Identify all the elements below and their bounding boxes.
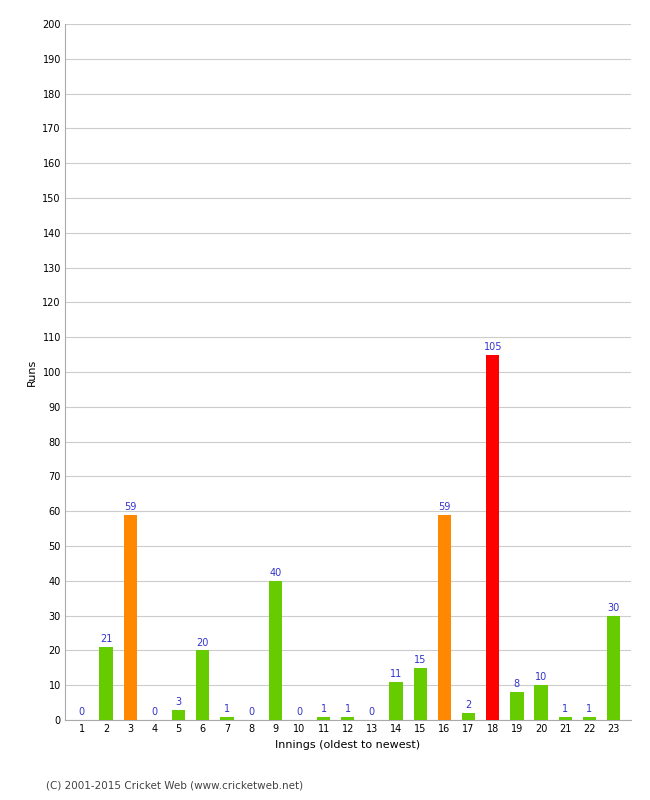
Bar (607, 616, 620, 720)
Bar (99, 647, 112, 720)
Text: 20: 20 (196, 638, 209, 648)
Bar (413, 668, 427, 720)
Bar (220, 717, 233, 720)
X-axis label: Innings (oldest to newest): Innings (oldest to newest) (275, 740, 421, 750)
Y-axis label: Runs: Runs (27, 358, 37, 386)
Text: 2: 2 (465, 700, 472, 710)
Text: (C) 2001-2015 Cricket Web (www.cricketweb.net): (C) 2001-2015 Cricket Web (www.cricketwe… (46, 781, 303, 790)
Text: 0: 0 (296, 707, 302, 718)
Text: 1: 1 (586, 704, 593, 714)
Bar (196, 650, 209, 720)
Text: 0: 0 (79, 707, 85, 718)
Bar (172, 710, 185, 720)
Text: 3: 3 (176, 697, 181, 706)
Bar (437, 514, 451, 720)
Bar (534, 685, 548, 720)
Text: 1: 1 (320, 704, 327, 714)
Text: 8: 8 (514, 679, 520, 690)
Text: 30: 30 (608, 603, 619, 613)
Text: 21: 21 (100, 634, 112, 644)
Bar (558, 717, 572, 720)
Text: 11: 11 (390, 669, 402, 679)
Text: 1: 1 (224, 704, 230, 714)
Text: 10: 10 (535, 673, 547, 682)
Bar (583, 717, 596, 720)
Text: 105: 105 (484, 342, 502, 352)
Text: 1: 1 (562, 704, 568, 714)
Text: 0: 0 (248, 707, 254, 718)
Bar (462, 713, 475, 720)
Bar (486, 354, 499, 720)
Bar (268, 581, 282, 720)
Bar (389, 682, 403, 720)
Text: 40: 40 (269, 568, 281, 578)
Text: 0: 0 (151, 707, 157, 718)
Text: 59: 59 (438, 502, 450, 512)
Bar (317, 717, 330, 720)
Bar (510, 692, 523, 720)
Text: 15: 15 (414, 655, 426, 665)
Text: 0: 0 (369, 707, 375, 718)
Text: 1: 1 (344, 704, 351, 714)
Bar (341, 717, 354, 720)
Bar (124, 514, 137, 720)
Text: 59: 59 (124, 502, 136, 512)
